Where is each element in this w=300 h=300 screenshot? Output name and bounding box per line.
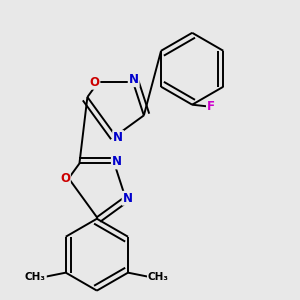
Text: F: F (207, 100, 215, 113)
Text: N: N (112, 155, 122, 168)
Text: CH₃: CH₃ (25, 272, 46, 282)
Text: O: O (60, 172, 70, 185)
Text: N: N (129, 73, 139, 86)
Text: O: O (89, 76, 99, 89)
Text: N: N (123, 192, 133, 205)
Text: N: N (113, 131, 123, 144)
Text: CH₃: CH₃ (148, 272, 169, 282)
